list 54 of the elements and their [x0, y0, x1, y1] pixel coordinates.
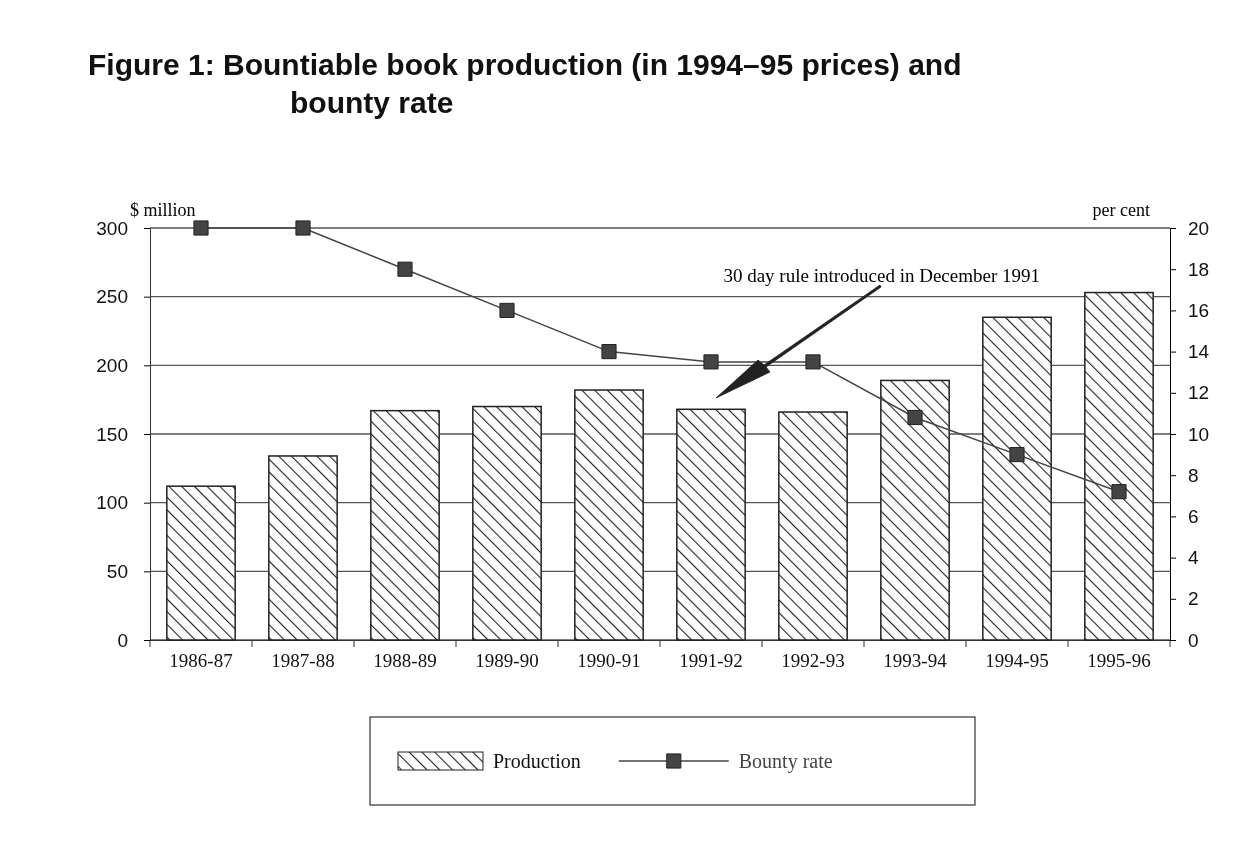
y-tick-label: 0 — [117, 629, 128, 651]
point — [1009, 447, 1025, 463]
y2-axis-title: per cent — [1092, 200, 1150, 220]
x-tick-label: 1986-87 — [169, 650, 233, 672]
legend-label: Production — [493, 750, 581, 772]
x-tick-label: 1995-96 — [1087, 650, 1151, 672]
y-tick-label: 50 — [106, 560, 128, 582]
x-tick-label: 1990-91 — [577, 650, 641, 672]
point — [601, 344, 617, 360]
y2-tick-label: 18 — [1188, 258, 1210, 280]
y-tick-label: 150 — [96, 423, 128, 445]
bar — [370, 409, 440, 641]
y2-tick-label: 12 — [1188, 382, 1210, 404]
x-tick-label: 1988-89 — [373, 650, 437, 672]
y-tick-label: 300 — [96, 217, 128, 239]
y2-tick-label: 6 — [1188, 505, 1199, 527]
x-tick-label: 1994-95 — [985, 650, 1049, 672]
text: Bounty rate — [738, 750, 833, 773]
y2-tick-label: 4 — [1188, 547, 1199, 569]
bar — [880, 379, 950, 641]
y-axis-title: $ million — [130, 200, 196, 220]
annotation: 30 day rule introduced in December 1991 — [723, 265, 1040, 286]
y2-tick-label: 20 — [1188, 217, 1210, 239]
x-tick-label: 1993-94 — [883, 650, 948, 672]
point — [193, 220, 209, 236]
point — [397, 261, 413, 277]
y2-tick-label: 14 — [1188, 341, 1210, 363]
y2-tick-label: 0 — [1188, 629, 1199, 651]
x-tick-label: 1987-88 — [271, 650, 335, 672]
bar — [1084, 291, 1154, 641]
y-tick-label: 250 — [96, 286, 128, 308]
x-tick-label: 1989-90 — [475, 650, 539, 672]
point — [703, 354, 719, 370]
bar — [676, 408, 746, 641]
y2-tick-label: 2 — [1188, 588, 1199, 610]
bar — [268, 455, 338, 641]
y-tick-label: 200 — [96, 354, 128, 376]
bar — [574, 389, 644, 641]
point — [295, 220, 311, 236]
y2-tick-label: 10 — [1188, 423, 1210, 445]
y2-tick-label: 8 — [1188, 464, 1199, 486]
bar — [166, 485, 236, 641]
point — [1111, 484, 1127, 500]
y-tick-label: 100 — [96, 492, 128, 514]
bar — [472, 405, 542, 641]
x-tick-label: 1991-92 — [679, 650, 743, 672]
point — [499, 302, 515, 318]
bar — [982, 316, 1052, 641]
point — [805, 354, 821, 370]
chart-title: Figure 1: Bountiable book production (in 1994–95 prices) and bounty rate — [88, 48, 962, 119]
bar — [778, 411, 848, 641]
x-tick-label: 1992-93 — [781, 650, 845, 672]
y2-tick-label: 16 — [1188, 299, 1210, 321]
point — [907, 409, 923, 426]
